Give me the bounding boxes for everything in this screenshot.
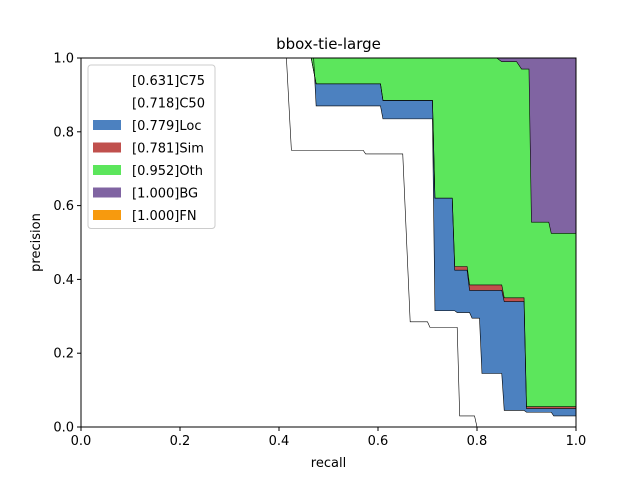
y-axis: 0.0 0.2 0.4 0.6 0.8 1.0 xyxy=(53,52,81,436)
legend-swatch-sim xyxy=(93,142,121,153)
y-axis-title: precision xyxy=(29,213,44,272)
x-tick-label: 0.8 xyxy=(467,434,488,449)
y-tick-label: 0.6 xyxy=(53,199,74,214)
y-tick-label: 0.0 xyxy=(53,421,74,436)
line-c50 xyxy=(81,57,576,417)
x-tick-label: 0.2 xyxy=(170,434,191,449)
line-c75 xyxy=(81,57,576,428)
x-tick-label: 0.0 xyxy=(71,434,92,449)
legend-label-bg: [1.000]BG xyxy=(132,187,198,202)
legend-label-sim: [0.781]Sim xyxy=(132,142,204,157)
area-oth xyxy=(81,58,576,407)
legend-swatch-bg xyxy=(93,187,121,198)
legend-label-fn: [1.000]FN xyxy=(132,209,197,224)
legend-label-c50: [0.718]C50 xyxy=(132,97,205,112)
y-tick-label: 0.8 xyxy=(53,125,74,140)
y-tick-label: 1.0 xyxy=(53,52,74,67)
legend: [0.631]C75 [0.718]C50 [0.779]Loc [0.781]Sim… xyxy=(87,64,216,229)
legend-swatch-fn xyxy=(93,210,121,220)
legend-label-loc: [0.779]Loc xyxy=(132,119,201,134)
area-c50 xyxy=(81,58,576,427)
line-sim xyxy=(81,57,576,408)
x-axis-title: recall xyxy=(311,456,346,471)
legend-swatch-c75 xyxy=(93,75,121,85)
line-oth xyxy=(81,57,576,234)
chart-title: bbox-tie-large xyxy=(276,35,381,53)
legend-label-oth: [0.952]Oth xyxy=(132,164,203,179)
y-tick-label: 0.2 xyxy=(53,347,74,362)
legend-swatch-loc xyxy=(93,120,121,130)
x-tick-label: 1.0 xyxy=(566,434,587,449)
x-tick-label: 0.4 xyxy=(269,434,290,449)
legend-label-c75: [0.631]C75 xyxy=(132,74,205,89)
x-axis: 0.0 0.2 0.4 0.6 0.8 1.0 xyxy=(71,427,587,449)
legend-swatch-c50 xyxy=(93,97,121,108)
plot-frame xyxy=(80,57,577,428)
legend-swatch-oth xyxy=(93,165,121,175)
y-tick-label: 0.4 xyxy=(53,273,74,288)
x-tick-label: 0.6 xyxy=(368,434,389,449)
